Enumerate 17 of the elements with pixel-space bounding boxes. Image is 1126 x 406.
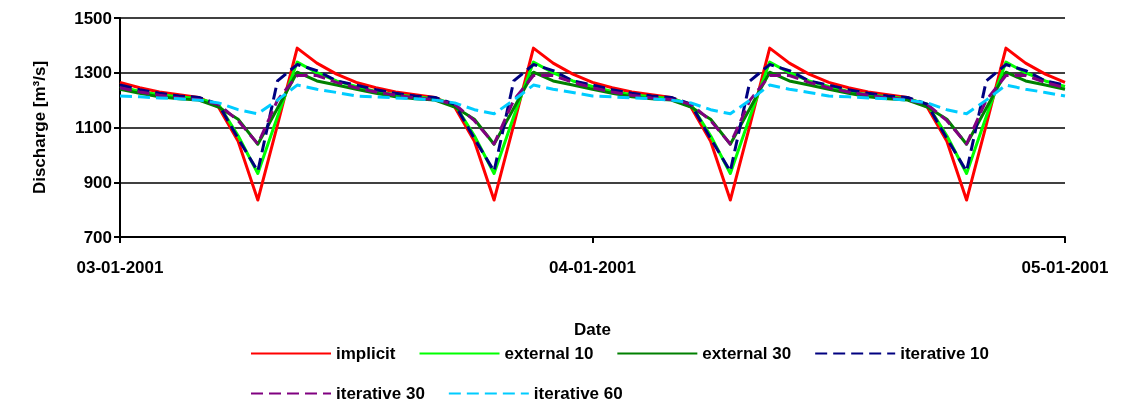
x-tick-label: 03-01-2001	[76, 258, 164, 277]
y-tick-label: 1500	[74, 8, 112, 28]
line-series	[118, 83, 1067, 116]
y-tick-label: 1300	[74, 63, 112, 83]
y-tick-label: 1100	[75, 118, 112, 137]
legend-label: iterative 10	[900, 344, 990, 363]
y-tick-label: 900	[83, 172, 112, 192]
x-tick-label: 04-01-2001	[549, 258, 636, 277]
x-axis-title: Date	[574, 320, 611, 339]
x-tick-label: 05-01-2001	[1021, 258, 1109, 277]
y-axis-title: Discharge [m³/s]	[30, 60, 49, 195]
legend-label: implicit	[336, 344, 396, 363]
legend-label: external 10	[504, 344, 594, 363]
y-tick-label: 700	[83, 227, 112, 247]
legend-label: external 30	[702, 344, 792, 363]
legend-label: iterative 30	[336, 384, 425, 403]
legend-label: iterative 60	[533, 384, 623, 403]
